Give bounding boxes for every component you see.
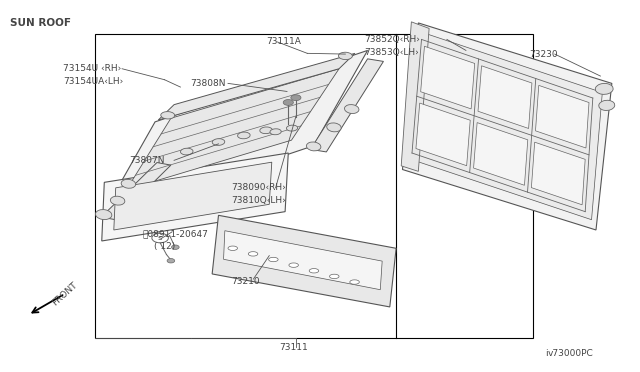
Text: 73154U ‹RH›: 73154U ‹RH› [63,64,122,73]
Circle shape [284,100,293,105]
Ellipse shape [307,142,321,151]
Ellipse shape [595,83,613,94]
Ellipse shape [110,196,125,205]
Ellipse shape [121,179,136,188]
Text: 73852Q‹RH›: 73852Q‹RH› [364,35,420,44]
Circle shape [172,245,179,249]
Text: 倅08911-20647: 倅08911-20647 [142,229,208,238]
Polygon shape [114,162,272,230]
Ellipse shape [269,257,278,262]
Text: 73807N: 73807N [130,156,165,165]
Ellipse shape [180,148,193,155]
Ellipse shape [248,252,258,256]
Polygon shape [401,22,429,171]
Polygon shape [403,23,612,230]
Text: ( 12): ( 12) [154,242,175,251]
Circle shape [167,259,175,263]
Ellipse shape [95,209,112,219]
Polygon shape [212,215,396,307]
Polygon shape [414,33,602,220]
Ellipse shape [344,105,359,113]
Ellipse shape [289,263,298,267]
Polygon shape [101,163,171,220]
Polygon shape [474,123,528,185]
Ellipse shape [330,274,339,279]
Text: 73154UA‹LH›: 73154UA‹LH› [63,77,124,86]
Polygon shape [223,231,382,290]
Text: SUN ROOF: SUN ROOF [10,18,72,28]
Text: 73853Q‹LH›: 73853Q‹LH› [364,48,419,57]
Text: S: S [158,235,163,241]
Circle shape [291,95,301,100]
Ellipse shape [350,280,359,284]
Ellipse shape [260,127,273,134]
Polygon shape [416,103,470,166]
Polygon shape [101,51,367,217]
Polygon shape [127,69,339,190]
Text: 73111: 73111 [279,343,307,352]
Polygon shape [478,66,532,128]
Text: ⅳ73000PC: ⅳ73000PC [545,349,593,358]
Polygon shape [310,59,383,152]
Polygon shape [420,46,475,109]
Polygon shape [102,153,288,241]
Polygon shape [531,142,585,205]
Text: 73230: 73230 [529,49,558,58]
Text: 73810Q‹LH›: 73810Q‹LH› [231,196,286,205]
Ellipse shape [212,139,225,145]
Text: 73808N: 73808N [190,79,225,88]
Ellipse shape [270,129,281,135]
Text: 738090‹RH›: 738090‹RH› [231,183,286,192]
Ellipse shape [287,125,298,131]
Ellipse shape [161,112,175,119]
Ellipse shape [599,100,615,110]
Ellipse shape [309,269,319,273]
Polygon shape [158,53,355,120]
Ellipse shape [237,132,250,139]
Ellipse shape [339,52,353,60]
Ellipse shape [327,123,341,132]
Text: 73111A: 73111A [266,37,301,46]
Polygon shape [536,86,589,148]
Bar [95,34,532,338]
Text: FRONT: FRONT [51,280,79,308]
Ellipse shape [228,246,237,250]
Text: 73210: 73210 [231,277,260,286]
